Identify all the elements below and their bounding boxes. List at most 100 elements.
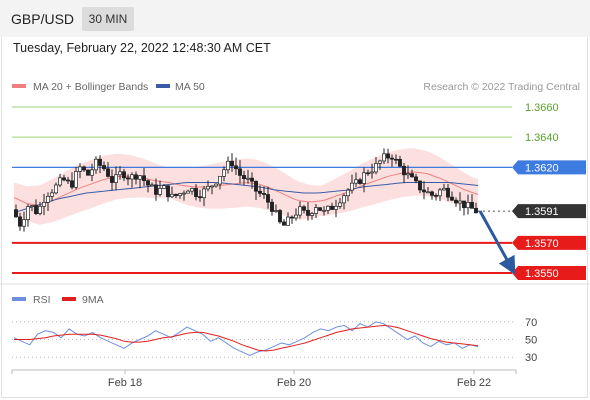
credit-text: Research © 2022 Trading Central: [423, 81, 580, 93]
candle: [70, 172, 74, 190]
candle: [430, 190, 434, 200]
candle: [226, 156, 230, 174]
candle: [474, 202, 478, 214]
candle: [134, 171, 138, 185]
candle: [162, 184, 166, 189]
candles: [14, 148, 478, 232]
timeframe-button[interactable]: 30 MIN: [82, 7, 134, 31]
candle: [350, 174, 354, 194]
candle: [270, 198, 274, 216]
ma50-line: [13, 182, 479, 214]
candle: [106, 162, 110, 178]
candle: [234, 157, 238, 175]
candle: [354, 172, 358, 187]
candle: [438, 187, 442, 202]
rsi-ma-legend-swatch: [62, 297, 76, 301]
candle: [38, 201, 42, 216]
candle: [138, 174, 142, 189]
candle: [282, 219, 286, 226]
candle: [470, 194, 474, 209]
candle: [454, 197, 458, 207]
candle: [314, 203, 318, 219]
header-bar: GBP/USD 30 MIN: [0, 0, 590, 37]
rsi-panel: 70 50 30: [12, 317, 537, 364]
candle: [422, 181, 426, 200]
candle: [426, 186, 430, 194]
candle: [62, 174, 66, 182]
candle: [154, 178, 158, 201]
level-label-1.3591: 1.3591: [525, 206, 559, 218]
candle: [310, 212, 314, 220]
x-tick-label: Feb 20: [277, 377, 311, 389]
candle: [342, 193, 346, 210]
candle: [186, 189, 190, 194]
level-label-1.3550: 1.3550: [525, 268, 559, 280]
rsi-tick-30: 30: [525, 352, 537, 364]
candle: [258, 185, 262, 197]
level-label-1.3570: 1.3570: [525, 238, 559, 250]
candle: [366, 169, 370, 176]
candle: [94, 156, 98, 174]
forecast-arrow: [478, 210, 516, 275]
candle: [202, 185, 206, 207]
candle: [302, 205, 306, 214]
candle: [382, 148, 386, 164]
candle: [338, 198, 342, 209]
candle: [126, 174, 130, 186]
candle: [318, 207, 322, 212]
candle: [114, 166, 118, 191]
candle: [406, 165, 410, 179]
candle: [66, 176, 70, 184]
candle: [414, 173, 418, 184]
rsi-ma-legend-label: 9MA: [82, 294, 104, 306]
candle: [266, 186, 270, 209]
candle: [86, 169, 90, 176]
candle: [246, 169, 250, 184]
candle: [278, 208, 282, 224]
candle: [370, 163, 374, 179]
rsi-line: [13, 321, 479, 356]
candle: [210, 185, 214, 195]
candle: [142, 167, 146, 186]
candle: [254, 180, 258, 201]
candle: [362, 167, 366, 193]
candle: [206, 180, 210, 192]
candle: [218, 175, 222, 190]
candle: [462, 200, 466, 216]
candle: [146, 179, 150, 193]
candle: [118, 165, 122, 180]
candle: [306, 202, 310, 221]
candle: [458, 192, 462, 211]
candle: [78, 163, 82, 179]
candle: [194, 184, 198, 201]
rsi-tick-70: 70: [525, 317, 537, 329]
candle: [230, 153, 234, 172]
instrument-title: GBP/USD: [11, 11, 75, 27]
ma20-legend-swatch: [12, 84, 26, 88]
candle: [250, 172, 254, 189]
candle: [26, 203, 30, 227]
candle: [346, 188, 350, 202]
candle: [238, 160, 242, 184]
candle: [386, 148, 390, 164]
candle: [242, 170, 246, 186]
candle: [14, 204, 18, 218]
candle: [22, 211, 26, 232]
ma20-line: [13, 171, 479, 206]
candle: [418, 180, 422, 194]
candle: [262, 186, 266, 200]
candle: [46, 192, 50, 212]
candle: [442, 183, 446, 191]
candle: [378, 159, 382, 170]
rsi-legend-swatch: [12, 297, 26, 301]
candle: [334, 199, 338, 218]
candle: [130, 172, 134, 188]
candle: [214, 183, 218, 188]
x-tick-label: Feb 22: [457, 377, 491, 389]
candle: [390, 154, 394, 167]
candle: [294, 208, 298, 221]
candle: [410, 169, 414, 178]
candle: [50, 189, 54, 202]
candle: [198, 189, 202, 202]
